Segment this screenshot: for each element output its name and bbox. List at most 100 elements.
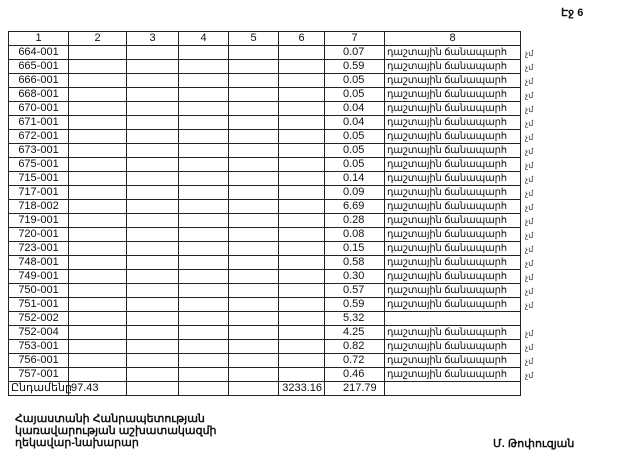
table-cell: 668-001: [8, 87, 69, 102]
margin-mark: չմ: [525, 286, 534, 296]
table-cell: [178, 171, 229, 186]
table-cell: [126, 185, 179, 200]
page-number: Էջ 6: [561, 7, 584, 19]
footer-line: Հայաստանի Հանրապետության: [15, 413, 205, 425]
table-cell: [228, 255, 279, 270]
table-cell: [228, 269, 279, 284]
table-cell: դաշտային ճանապարհ: [384, 73, 521, 88]
table-cell: դաշտային ճանապարհ: [384, 255, 521, 270]
table-cell: դաշտային ճանապարհ: [384, 367, 521, 382]
table-cell: դաշտային ճանապարհ: [384, 269, 521, 284]
table-cell: [178, 381, 229, 396]
table-cell: [178, 87, 229, 102]
table-cell: դաշտային ճանապարհ: [384, 353, 521, 368]
margin-mark: չմ: [525, 272, 534, 282]
table-cell: [68, 129, 127, 144]
table-cell: 5.32: [324, 311, 385, 326]
table-row: 664-001 0.07 դաշտային ճանապարհ: [8, 45, 521, 60]
table-cell: [126, 115, 179, 130]
table-cell: [126, 129, 179, 144]
table-cell: [178, 101, 229, 116]
table-cell: [228, 227, 279, 242]
table-cell: [126, 199, 179, 214]
table-cell: 751-001: [8, 297, 69, 312]
table-cell: [278, 311, 325, 326]
table-cell: [126, 59, 179, 74]
table-cell: [228, 199, 279, 214]
table-cell: դաշտային ճանապարհ: [384, 59, 521, 74]
table-cell: [178, 143, 229, 158]
table-cell: 720-001: [8, 227, 69, 242]
table-row: 672-001 0.05 դաշտային ճանապարհ: [8, 129, 521, 144]
total-row: Ընդամենը 97.43 3233.16 217.79: [8, 381, 521, 396]
table-cell: 753-001: [8, 339, 69, 354]
table-cell: [68, 199, 127, 214]
table-cell: [228, 171, 279, 186]
header-cell: 1: [8, 31, 69, 46]
margin-mark: չմ: [525, 230, 534, 240]
table-cell: [126, 101, 179, 116]
table-cell: [278, 157, 325, 172]
table-cell: 673-001: [8, 143, 69, 158]
margin-mark: չմ: [525, 258, 534, 268]
table-cell: դաշտային ճանապարհ: [384, 297, 521, 312]
table-cell: [278, 171, 325, 186]
table-cell: դաշտային ճանապարհ: [384, 101, 521, 116]
table-cell: [68, 87, 127, 102]
margin-mark: չմ: [525, 342, 534, 352]
margin-mark: չմ: [525, 48, 534, 58]
table-cell: [68, 367, 127, 382]
table-cell: 0.14: [324, 171, 385, 186]
table-cell: [278, 283, 325, 298]
table-cell: դաշտային ճանապարհ: [384, 115, 521, 130]
table-cell: 0.72: [324, 353, 385, 368]
table-cell: 757-001: [8, 367, 69, 382]
header-cell: 4: [178, 31, 229, 46]
table-cell: 0.59: [324, 59, 385, 74]
table-cell: 666-001: [8, 73, 69, 88]
table-cell: [68, 297, 127, 312]
table-row: 752-002 5.32: [8, 311, 521, 326]
table-row: 715-001 0.14 դաշտային ճանապարհ: [8, 171, 521, 186]
table-cell: [126, 311, 179, 326]
margin-mark: չմ: [525, 188, 534, 198]
table-cell: [178, 367, 229, 382]
table-cell: [178, 59, 229, 74]
table-cell: [278, 73, 325, 88]
table-cell: [384, 311, 521, 326]
table-cell: [68, 157, 127, 172]
header-cell: 5: [228, 31, 279, 46]
table-cell: [178, 339, 229, 354]
table-cell: 6.69: [324, 199, 385, 214]
table-cell: դաշտային ճանապարհ: [384, 213, 521, 228]
table-cell: 670-001: [8, 101, 69, 116]
table-cell: 0.46: [324, 367, 385, 382]
margin-mark: չմ: [525, 104, 534, 114]
table-cell: [68, 213, 127, 228]
table-cell: [68, 45, 127, 60]
table-cell: դաշտային ճանապարհ: [384, 171, 521, 186]
table-row: 750-001 0.57 դաշտային ճանապարհ: [8, 283, 521, 298]
table-cell: [228, 157, 279, 172]
table-cell: [68, 353, 127, 368]
table-cell: դաշտային ճանապարհ: [384, 87, 521, 102]
table-cell: [278, 185, 325, 200]
table-cell: [278, 241, 325, 256]
table-cell: [228, 87, 279, 102]
table-cell: [278, 297, 325, 312]
table-cell: [126, 45, 179, 60]
table-cell: 752-004: [8, 325, 69, 340]
margin-mark: չմ: [525, 146, 534, 156]
table-cell: 0.57: [324, 283, 385, 298]
table-cell: դաշտային ճանապարհ: [384, 325, 521, 340]
table-cell: [228, 311, 279, 326]
table-cell: 97.43: [68, 381, 127, 396]
table-cell: [68, 311, 127, 326]
table-cell: [126, 325, 179, 340]
table-cell: [228, 297, 279, 312]
table-cell: 718-002: [8, 199, 69, 214]
table-cell: [278, 45, 325, 60]
signer-name: Մ. Թոփուզյան: [493, 438, 575, 450]
table-cell: [228, 353, 279, 368]
table-cell: դաշտային ճանապարհ: [384, 129, 521, 144]
